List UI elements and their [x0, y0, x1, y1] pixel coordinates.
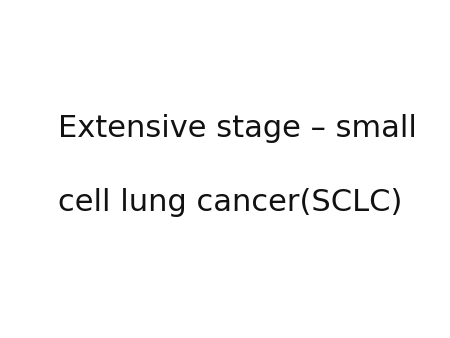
Text: Extensive stage – small: Extensive stage – small: [58, 114, 418, 143]
Text: cell lung cancer(SCLC): cell lung cancer(SCLC): [58, 188, 403, 217]
